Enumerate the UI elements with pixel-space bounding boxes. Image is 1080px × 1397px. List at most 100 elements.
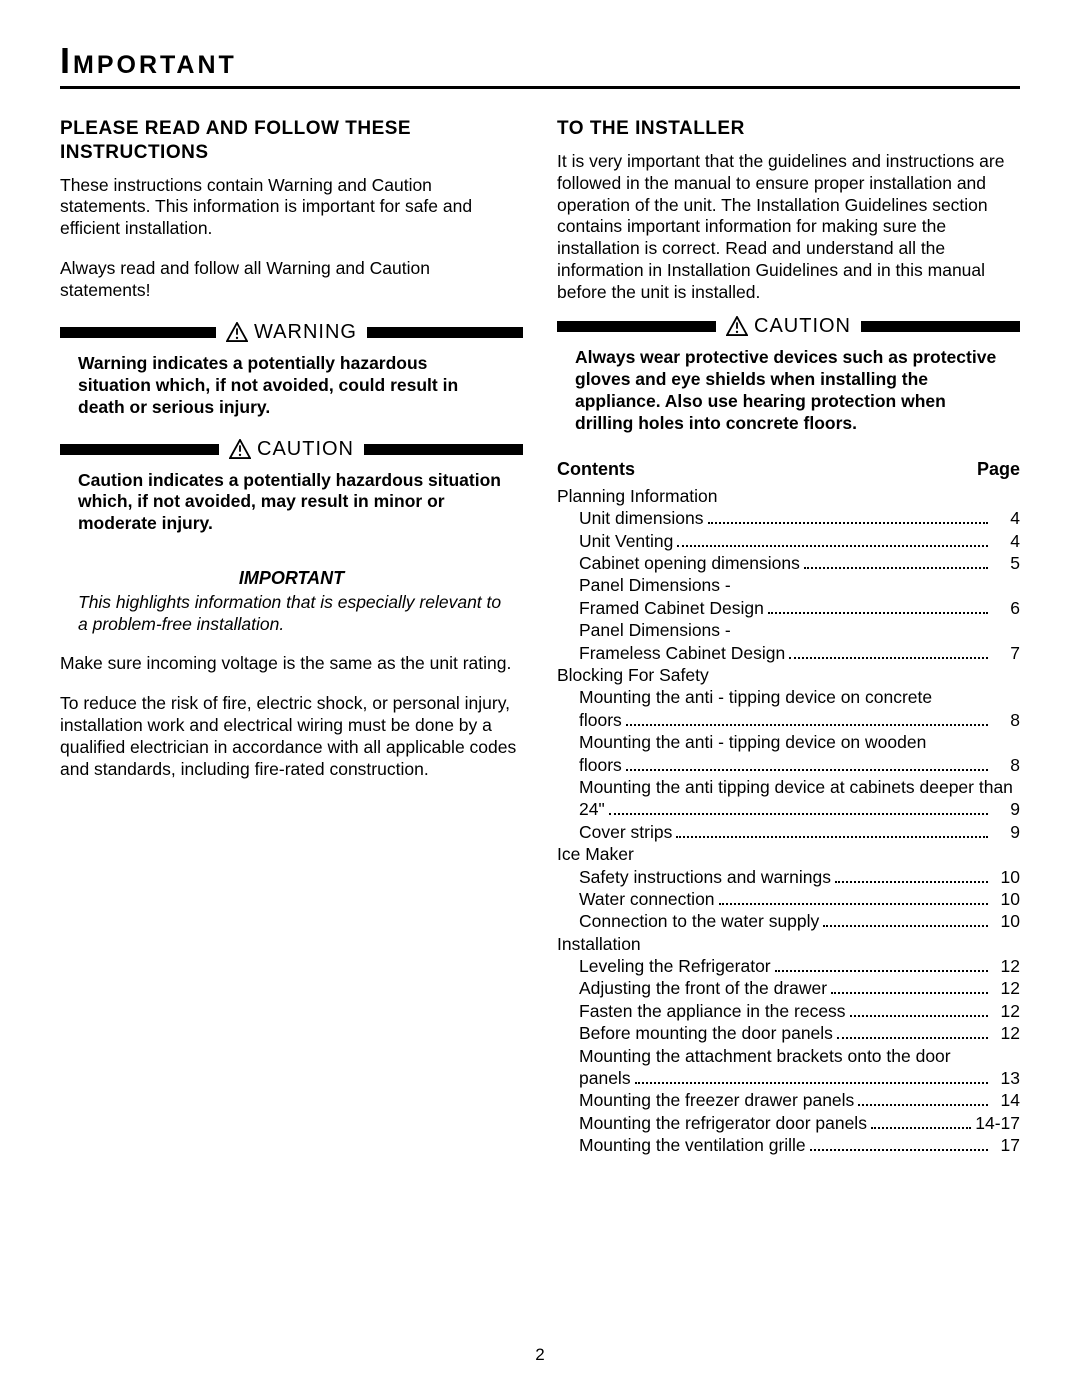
bar-right [861, 321, 1020, 332]
toc-item-label: Panel Dimensions - [579, 619, 731, 641]
toc-item-page: 10 [992, 888, 1020, 910]
toc-item-label: Mounting the freezer drawer panels [579, 1089, 854, 1111]
toc-item: Mounting the anti - tipping device on wo… [557, 731, 1020, 753]
toc-dots [677, 531, 988, 547]
toc-item-page: 8 [992, 754, 1020, 776]
right-heading: To The Installer [557, 117, 1020, 141]
toc-item: Frameless Cabinet Design7 [557, 642, 1020, 664]
left-p4: To reduce the risk of fire, electric sho… [60, 693, 523, 781]
toc-section: Blocking For Safety [557, 664, 1020, 686]
toc-dots [708, 509, 989, 525]
toc-item-page: 10 [992, 866, 1020, 888]
toc-item-label: panels [579, 1067, 631, 1089]
toc-item: Before mounting the door panels 12 [557, 1022, 1020, 1044]
toc-dots [775, 956, 988, 972]
right-p1: It is very important that the guidelines… [557, 151, 1020, 304]
toc-item-label: Safety instructions and warnings [579, 866, 831, 888]
toc-item-label: Leveling the Refrigerator [579, 955, 771, 977]
toc-item-page: 5 [992, 552, 1020, 574]
toc-item-label: floors [579, 754, 622, 776]
toc-item-label: Unit Venting [579, 530, 673, 552]
caution-icon [726, 316, 748, 336]
warning-body: Warning indicates a potentially hazardou… [60, 353, 523, 433]
bar-right [364, 444, 523, 455]
warning-label-text: WARNING [254, 320, 357, 345]
toc-item-page: 14-17 [975, 1112, 1020, 1134]
caution-label-right: CAUTION [726, 314, 851, 339]
toc-item: Safety instructions and warnings 10 [557, 866, 1020, 888]
toc-dots [635, 1068, 988, 1084]
toc-section-label: Planning Information [557, 485, 718, 507]
bar-left [60, 444, 219, 455]
toc-page-label: Page [977, 458, 1020, 481]
bar-right [367, 327, 523, 338]
toc-dots [871, 1113, 971, 1129]
caution-body-left: Caution indicates a potentially hazardou… [60, 470, 523, 550]
toc-item-page: 9 [992, 798, 1020, 820]
toc-item: Mounting the freezer drawer panels 14 [557, 1089, 1020, 1111]
toc-item: Panel Dimensions - [557, 574, 1020, 596]
toc-item-label: Fasten the appliance in the recess [579, 1000, 846, 1022]
toc-dots [804, 553, 988, 569]
toc-item-page: 7 [992, 642, 1020, 664]
title-rule [60, 86, 1020, 89]
caution-bar-right: CAUTION [557, 314, 1020, 339]
caution-label: CAUTION [229, 437, 354, 462]
toc-item: Mounting the anti tipping device at cabi… [557, 776, 1020, 798]
toc-item: Panel Dimensions - [557, 619, 1020, 641]
toc-section: Ice Maker [557, 843, 1020, 865]
toc-section-label: Installation [557, 933, 641, 955]
toc-item-label: Unit dimensions [579, 507, 704, 529]
toc-item-label: Mounting the ventilation grille [579, 1134, 806, 1156]
toc-item: Cover strips9 [557, 821, 1020, 843]
bar-left [557, 321, 716, 332]
toc-item-page: 12 [992, 1000, 1020, 1022]
toc-item-label: Mounting the anti - tipping device on co… [579, 686, 932, 708]
toc-item-label: Before mounting the door panels [579, 1022, 833, 1044]
toc-item: Unit Venting 4 [557, 530, 1020, 552]
caution-label-text: CAUTION [257, 437, 354, 462]
toc-dots [858, 1091, 988, 1107]
toc-item-label: Mounting the anti - tipping device on wo… [579, 731, 926, 753]
toc-title: Contents [557, 458, 635, 481]
toc-item: Connection to the water supply10 [557, 910, 1020, 932]
toc-dots [837, 1024, 988, 1040]
toc-item-page: 6 [992, 597, 1020, 619]
important-body: This highlights information that is espe… [60, 590, 523, 654]
toc-section-label: Blocking For Safety [557, 664, 709, 686]
toc-dots [676, 822, 988, 838]
toc-item-page: 14 [992, 1089, 1020, 1111]
toc-item: Mounting the ventilation grille 17 [557, 1134, 1020, 1156]
warning-label: WARNING [226, 320, 357, 345]
toc-item-page: 12 [992, 1022, 1020, 1044]
page-number: 2 [0, 1345, 1080, 1365]
caution-icon [229, 439, 251, 459]
toc-item-label: Cover strips [579, 821, 672, 843]
toc-item-page: 17 [992, 1134, 1020, 1156]
toc-item-page: 13 [992, 1067, 1020, 1089]
toc-item: Cabinet opening dimensions5 [557, 552, 1020, 574]
toc-dots [823, 912, 988, 928]
caution-bar-left: CAUTION [60, 437, 523, 462]
toc-section: Installation [557, 933, 1020, 955]
toc-dots [609, 800, 988, 816]
toc-dots [810, 1135, 988, 1151]
toc-item-label: Adjusting the front of the drawer [579, 977, 827, 999]
left-heading: Please Read and Follow These Instruction… [60, 117, 523, 165]
toc-item-page: 4 [992, 530, 1020, 552]
toc-item-label: Connection to the water supply [579, 910, 819, 932]
toc-dots [768, 598, 988, 614]
toc-dots [719, 889, 988, 905]
toc-item: Adjusting the front of the drawer 12 [557, 977, 1020, 999]
toc-item-label: floors [579, 709, 622, 731]
toc-item-page: 12 [992, 977, 1020, 999]
toc-section: Planning Information [557, 485, 1020, 507]
toc-item-label: Mounting the attachment brackets onto th… [579, 1045, 951, 1067]
toc: Planning InformationUnit dimensions4Unit… [557, 485, 1020, 1157]
toc-item-cont: panels 13 [557, 1067, 1020, 1089]
toc-item-cont: floors 8 [557, 754, 1020, 776]
toc-dots [626, 710, 988, 726]
warning-icon [226, 322, 248, 342]
left-p3: Make sure incoming voltage is the same a… [60, 653, 523, 675]
toc-item: Unit dimensions4 [557, 507, 1020, 529]
